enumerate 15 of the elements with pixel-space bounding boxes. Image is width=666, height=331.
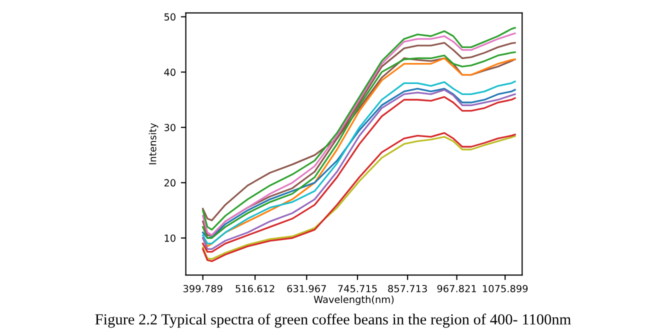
x-tick-label: 1075.899: [482, 284, 528, 292]
y-tick-label: 30: [164, 124, 176, 132]
x-tick-label: 399.789: [183, 284, 222, 292]
x-tick-label: 516.612: [236, 284, 274, 292]
x-tick-label: 857.713: [388, 284, 427, 292]
x-tick-label: 967.821: [437, 284, 476, 292]
y-tick-label: 20: [164, 179, 176, 187]
x-axis-title: Wavelength(nm): [314, 296, 394, 305]
y-tick-label: 10: [164, 234, 176, 242]
x-tick-label: 745.715: [338, 285, 377, 292]
text: Figure 2.2 Typical spectra of green coffee beans in the region of 400- 1100nm: [95, 314, 571, 328]
y-axis-title: Intensity: [148, 123, 158, 164]
y-tick-label: 50: [164, 13, 176, 21]
y-tick-label: 40: [164, 68, 176, 76]
x-tick-label: 631.967: [287, 284, 326, 292]
